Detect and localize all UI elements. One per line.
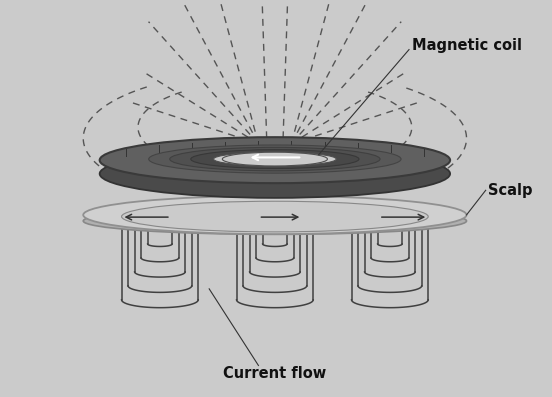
Ellipse shape bbox=[191, 150, 359, 168]
Text: Scalp: Scalp bbox=[489, 183, 533, 198]
Ellipse shape bbox=[170, 147, 380, 171]
Ellipse shape bbox=[214, 152, 336, 166]
Ellipse shape bbox=[121, 201, 428, 232]
Ellipse shape bbox=[83, 196, 466, 234]
Text: Magnetic coil: Magnetic coil bbox=[412, 38, 522, 53]
Ellipse shape bbox=[83, 208, 466, 234]
Text: Current flow: Current flow bbox=[223, 366, 326, 381]
Ellipse shape bbox=[148, 145, 401, 173]
Ellipse shape bbox=[100, 137, 450, 183]
Ellipse shape bbox=[100, 150, 450, 198]
Ellipse shape bbox=[222, 152, 327, 166]
